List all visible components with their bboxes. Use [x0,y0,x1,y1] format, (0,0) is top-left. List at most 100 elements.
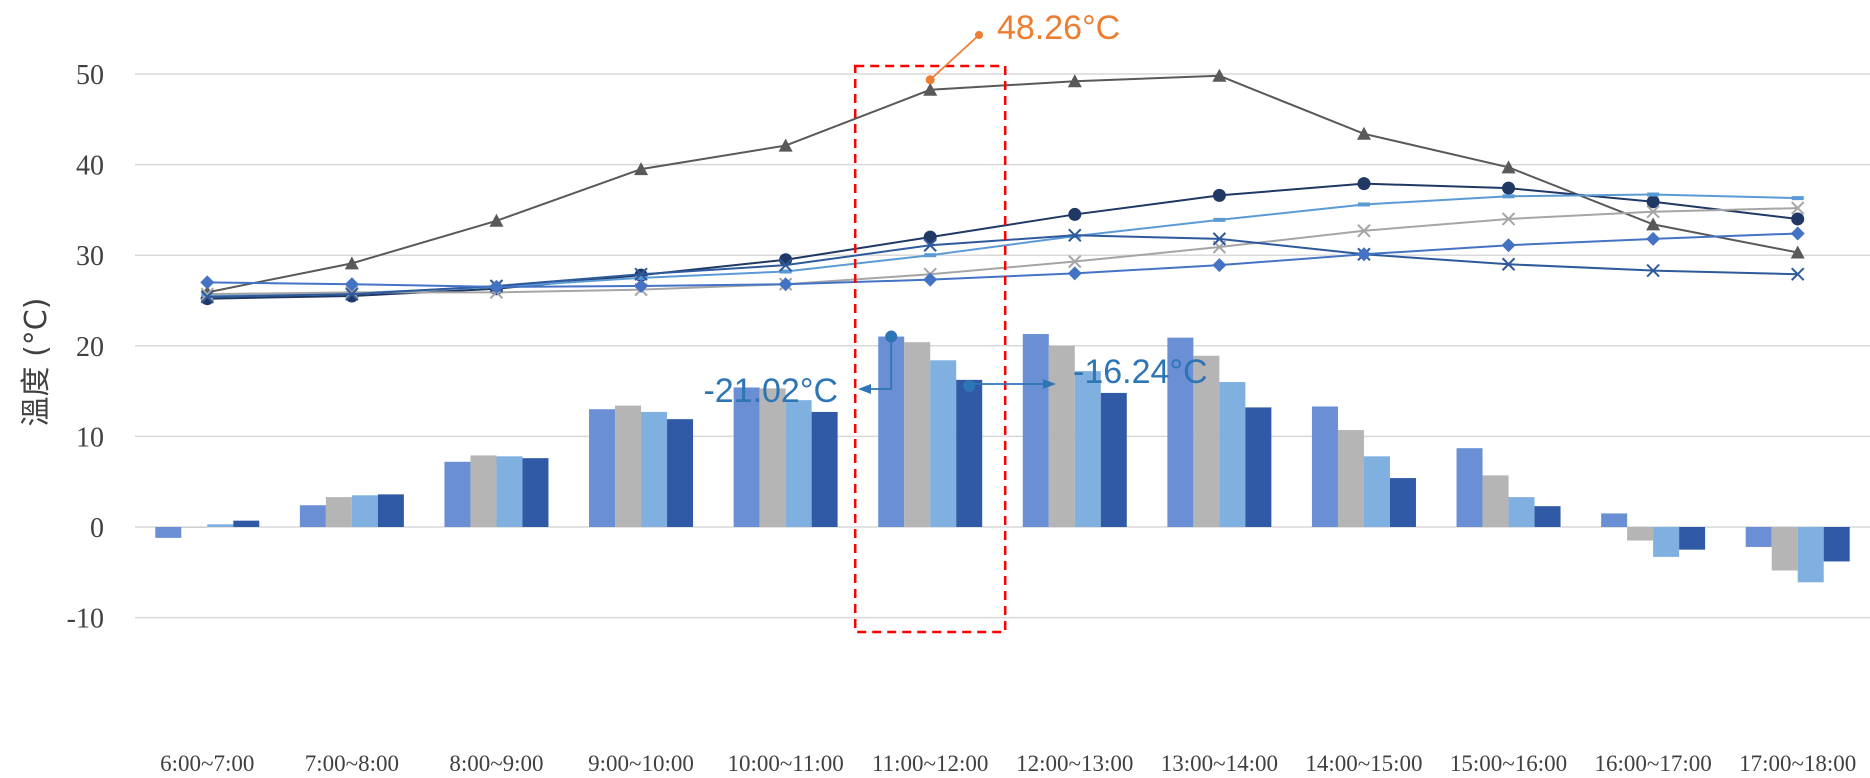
y-tick-label: 40 [76,151,104,182]
line-point [200,275,215,290]
x-tick-label: 13:00~14:00 [1161,751,1278,776]
series-line [207,74,1798,294]
x-tick-label: 6:00~7:00 [160,751,254,776]
bar [444,461,471,527]
line-point [1502,194,1515,199]
line-point [1357,202,1370,207]
annotation-point [975,31,983,39]
line-point [200,287,214,301]
line-point [1212,232,1227,246]
bar [1219,382,1246,527]
y-tick-label: 10 [76,422,104,453]
x-tick-label: 8:00~9:00 [449,751,543,776]
bar [1311,406,1338,527]
line-point [923,82,938,96]
bar [1745,527,1772,547]
line-point [1646,263,1660,278]
y-tick-label: 50 [76,60,104,91]
bar [904,342,931,527]
line-point [1068,207,1082,221]
highlight-box [853,64,1007,634]
y-tick-label: -10 [67,604,104,635]
line-point [1068,228,1082,242]
bar [522,458,549,527]
x-tick-label: 9:00~10:00 [588,751,694,776]
line-point [634,279,649,294]
line-point [1068,254,1082,269]
bar [1022,334,1049,527]
bar [325,497,352,527]
bar [496,456,523,527]
bar [1100,392,1127,527]
line-point [1646,217,1661,231]
annotation-point [963,379,976,392]
bar [1653,527,1680,557]
y-tick-label: 20 [76,332,104,363]
bar [1482,475,1509,527]
x-tick-label: 14:00~15:00 [1305,751,1422,776]
series-line [207,207,1798,296]
series-line [207,234,1798,298]
bar [759,388,786,527]
annotation-label: -16.24°C [1073,353,1208,391]
annotation-point [885,330,898,343]
x-tick-label: 11:00~12:00 [872,751,988,776]
line-point [1790,226,1805,241]
line-point [1212,258,1227,273]
line-point [489,213,504,227]
series-line [207,182,1798,300]
bar [589,409,616,527]
line-point [1791,212,1805,226]
x-tick-label: 7:00~8:00 [305,751,399,776]
line-point [1501,257,1516,271]
line-point [1501,212,1516,226]
bar [930,360,957,527]
line-point [1647,192,1660,197]
bar [470,455,497,527]
line-point [1791,201,1805,215]
bar [207,524,234,527]
x-tick-label: 12:00~13:00 [1016,751,1133,776]
bar [785,400,812,527]
line-point [1646,205,1660,219]
bar [155,527,182,538]
line-point [1502,181,1516,195]
bar [1245,407,1272,527]
bar [351,495,378,527]
line-point [1067,74,1082,88]
bar [1601,513,1628,527]
line-point [779,269,792,274]
line-point [344,277,359,292]
line-point [1791,196,1804,201]
bar [1337,430,1364,527]
bar [181,527,208,528]
bar [1167,337,1194,527]
line-point [1501,238,1516,253]
series-line [207,193,1798,297]
bar [667,419,694,527]
bar [641,411,668,527]
y-axis-ticks: -10 0 10 20 30 40 50 [67,60,104,635]
line-point [1212,68,1227,82]
bar [615,405,642,527]
annotation-leader [929,34,980,81]
bar [233,520,260,527]
annotation-label: 48.26°C [997,9,1120,47]
bar [956,379,983,527]
line-point [489,279,504,294]
x-tick-label: 10:00~11:00 [727,751,843,776]
line-point [1067,266,1082,281]
bar [1074,371,1101,527]
line-point [923,272,938,287]
line-point [1212,188,1226,202]
line-point [634,267,648,281]
line-point [634,162,649,176]
line-point [778,138,793,152]
line-point [923,230,937,244]
x-tick-label: 16:00~17:00 [1595,751,1712,776]
x-axis-ticks: 6:00~7:00 7:00~8:00 8:00~9:00 9:00~10:00 10:… [160,751,1856,776]
line-point [1646,231,1661,246]
annotation-arrow [1043,379,1056,389]
bar [1771,527,1798,571]
annotation-arrow [858,384,871,394]
